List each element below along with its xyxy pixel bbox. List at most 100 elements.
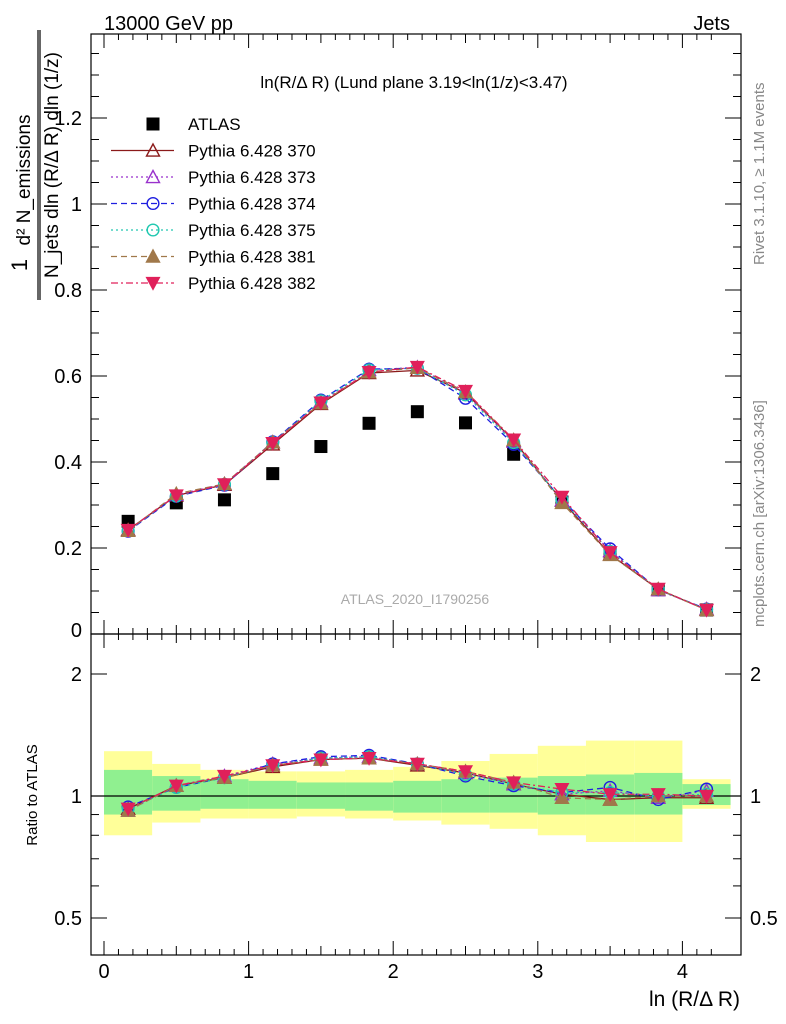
series-line-p382 [127, 366, 707, 611]
legend-entry-p382: Pythia 6.428 382 [111, 274, 316, 293]
ratio-ylabel: Ratio to ATLAS [24, 744, 41, 845]
data-point-atlas [459, 416, 472, 430]
data-point-p382 [361, 366, 377, 380]
data-point-p382 [457, 384, 474, 399]
ratio-point-p382 [457, 765, 474, 780]
data-point-p382 [506, 433, 522, 448]
ylabel-prefix: 1 [7, 259, 32, 271]
axis-ticks: 0 1 2 3 4 0 0.2 0.4 0.6 0.8 1 1.2 0.5 1 2 0.5 1 2 [54, 34, 778, 983]
data-point-p382 [554, 490, 570, 505]
legend-label-p375: Pythia 6.428 375 [188, 221, 316, 240]
process-label: Jets [693, 13, 730, 35]
main-y-tick-label: 0 [71, 620, 82, 642]
legend-marker-p375 [146, 223, 160, 237]
data-point-atlas [410, 405, 424, 419]
data-point-atlas [362, 416, 376, 430]
ratio-series-group [120, 748, 715, 817]
legend-marker-p374 [146, 196, 160, 211]
legend-entry-p370: Pythia 6.428 370 [111, 142, 316, 161]
data-point-atlas [217, 493, 231, 507]
legend-marker-p373 [145, 169, 161, 184]
main-y-tick-label: 0.4 [54, 452, 82, 474]
main-series-group [120, 359, 715, 618]
ylabel-denominator: N_jets dln (R/Δ R) dln (1/z) [42, 52, 63, 278]
ratio-point-p381 [554, 789, 570, 804]
main-y-tick-label: 1.2 [54, 108, 82, 130]
series-p382 [120, 360, 715, 618]
ratio-point-p382 [313, 753, 329, 768]
data-point-atlas [266, 467, 280, 481]
legend-label-p381: Pythia 6.428 381 [188, 248, 316, 267]
energy-label: 13000 GeV pp [104, 13, 233, 35]
legend-marker-atlas [146, 117, 160, 131]
ratio-y-tick-label: 2 [71, 664, 82, 686]
main-y-tick-label: 1 [71, 194, 82, 216]
data-point-p382 [313, 396, 329, 411]
ratio-y-tick-label: 1 [71, 786, 82, 808]
ratio-frame [90, 633, 742, 956]
legend-label-atlas: ATLAS [188, 115, 241, 134]
band-inner-bin [248, 780, 297, 809]
legend-entry-p373: Pythia 6.428 373 [111, 168, 316, 187]
data-point-p382 [409, 360, 425, 375]
legend-entry-p374: Pythia 6.428 374 [111, 195, 316, 214]
ratio-y-tick-label-right: 1 [750, 786, 761, 808]
legend-entry-p375: Pythia 6.428 375 [111, 221, 316, 240]
data-point-p382 [120, 523, 136, 538]
x-tick-label: 2 [388, 961, 399, 983]
data-point-atlas [507, 447, 521, 461]
series-p374 [121, 361, 714, 616]
x-axis-label: ln (R/Δ R) [649, 988, 740, 1011]
ratio-point-p382 [554, 782, 570, 797]
main-y-tick-label: 0.8 [54, 280, 82, 302]
ratio-point-p382 [120, 802, 136, 817]
data-point-p382 [650, 582, 666, 597]
x-tick-label: 3 [532, 961, 543, 983]
analysis-watermark: ATLAS_2020_I1790256 [341, 591, 490, 607]
series-p370 [120, 362, 715, 617]
rivet-label: Rivet 3.1.10, ≥ 1.1M events [751, 83, 768, 266]
legend-label-p382: Pythia 6.428 382 [188, 274, 316, 293]
data-point-p382 [265, 436, 281, 451]
series-line-p381 [127, 367, 707, 611]
mcplots-label: mcplots.cern.ch [arXiv:1306.3436] [751, 400, 768, 627]
legend-entry-atlas: ATLAS [146, 115, 241, 134]
x-tick-label: 0 [98, 961, 109, 983]
ratio-y-tick-label: 0.5 [54, 908, 82, 930]
ratio-y-tick-label-right: 0.5 [750, 908, 778, 930]
data-point-p382 [216, 478, 232, 493]
main-title: ln(R/Δ R) (Lund plane 3.19<ln(1/z)<3.47) [260, 73, 567, 92]
legend: ATLAS Pythia 6.428 370 Pythia 6.428 373 Pyt… [111, 115, 316, 293]
series-line-p374 [127, 367, 707, 610]
ratio-series-p382 [120, 752, 715, 817]
ylabel-numerator: d² N_emissions [14, 115, 35, 246]
data-point-atlas [314, 440, 328, 454]
ratio-uncertainty-bands [104, 740, 731, 843]
x-tick-label: 1 [243, 961, 254, 983]
main-y-tick-label: 0.6 [54, 366, 82, 388]
band-inner-bin [393, 780, 442, 813]
series-atlas [121, 405, 714, 617]
data-point-p382 [168, 489, 184, 504]
series-line-p373 [127, 366, 707, 610]
ratio-point-p382 [265, 759, 281, 774]
ratio-y-tick-label-right: 2 [750, 664, 761, 686]
ratio-point-p382 [216, 769, 232, 784]
series-line-p375 [127, 367, 707, 611]
ratio-point-p382 [699, 789, 715, 804]
ratio-point-p382 [650, 788, 666, 803]
main-y-tick-label: 0.2 [54, 538, 82, 560]
ratio-point-p382 [506, 776, 522, 791]
legend-label-p370: Pythia 6.428 370 [188, 142, 316, 161]
ratio-point-p382 [409, 757, 425, 772]
ratio-point-p382 [602, 788, 618, 803]
legend-marker-p382 [145, 276, 161, 291]
axes-frames [90, 33, 742, 956]
data-point-p382 [602, 546, 618, 561]
main-ylabel: 1 d² N_emissions N_jets dln (R/Δ R) dln … [7, 30, 63, 300]
ratio-point-p382 [361, 752, 377, 766]
x-tick-label: 4 [677, 961, 688, 983]
data-point-p382 [699, 603, 715, 618]
legend-marker-p370 [145, 142, 161, 157]
